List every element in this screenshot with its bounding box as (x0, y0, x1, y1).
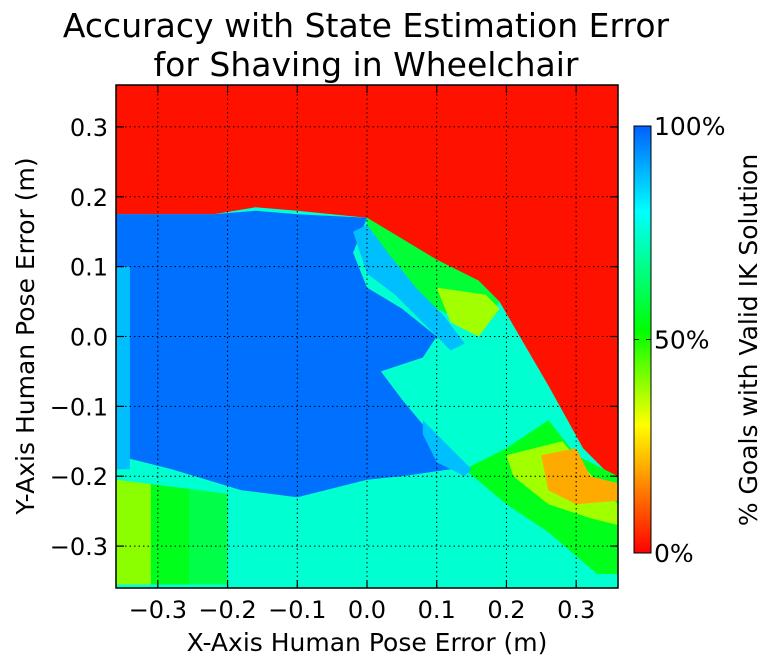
lower-left-green (150, 479, 190, 585)
colorbar-label: % Goals with Valid IK Solution (734, 154, 763, 526)
y-axis-label: Y-Axis Human Pose Error (m) (11, 157, 40, 515)
y-tick-label: −0.1 (50, 393, 108, 421)
lower-left-bright-green (189, 486, 228, 585)
y-tick-label: −0.3 (50, 533, 108, 561)
colorbar-tick-label: 50% (654, 326, 710, 355)
x-tick-label: 0.2 (487, 596, 525, 624)
x-tick-label: 0.0 (348, 596, 386, 624)
chart-title-line-1: Accuracy with State Estimation Error (63, 6, 670, 45)
y-axis-ticks: 0.3 0.2 0.1 0.0 −0.1 −0.2 −0.3 (50, 114, 618, 561)
grid-lines (116, 85, 618, 588)
y-tick-label: −0.2 (50, 463, 108, 491)
colorbar-ticks: 100% 50% 0% (634, 112, 725, 568)
x-axis-label: X-Axis Human Pose Error (m) (187, 628, 548, 657)
x-tick-label: −0.1 (268, 596, 326, 624)
heatmap-regions (116, 85, 618, 588)
y-tick-label: 0.3 (70, 114, 108, 142)
x-tick-label: −0.3 (129, 596, 187, 624)
cyan-fringe-lower (422, 420, 472, 477)
upper-invalid-region (116, 85, 618, 484)
y-tick-label: 0.0 (70, 324, 108, 352)
x-tick-label: 0.1 (418, 596, 456, 624)
blue-core-region (116, 210, 451, 498)
right-yellow-patch (436, 287, 500, 337)
y-tick-label: 0.1 (70, 254, 108, 282)
colorbar-tick-label: 0% (654, 539, 694, 568)
x-tick-label: 0.3 (557, 596, 595, 624)
x-axis-ticks: −0.3 −0.2 −0.1 0.0 0.1 0.2 0.3 (129, 85, 595, 624)
lower-left-yellow (116, 479, 151, 585)
chart-title-line-2: for Shaving in Wheelchair (154, 45, 579, 84)
colorbar-tick-label: 100% (654, 112, 725, 141)
y-tick-label: 0.2 (70, 184, 108, 212)
x-tick-label: −0.2 (198, 596, 256, 624)
cyan-fringe-left (116, 266, 130, 470)
